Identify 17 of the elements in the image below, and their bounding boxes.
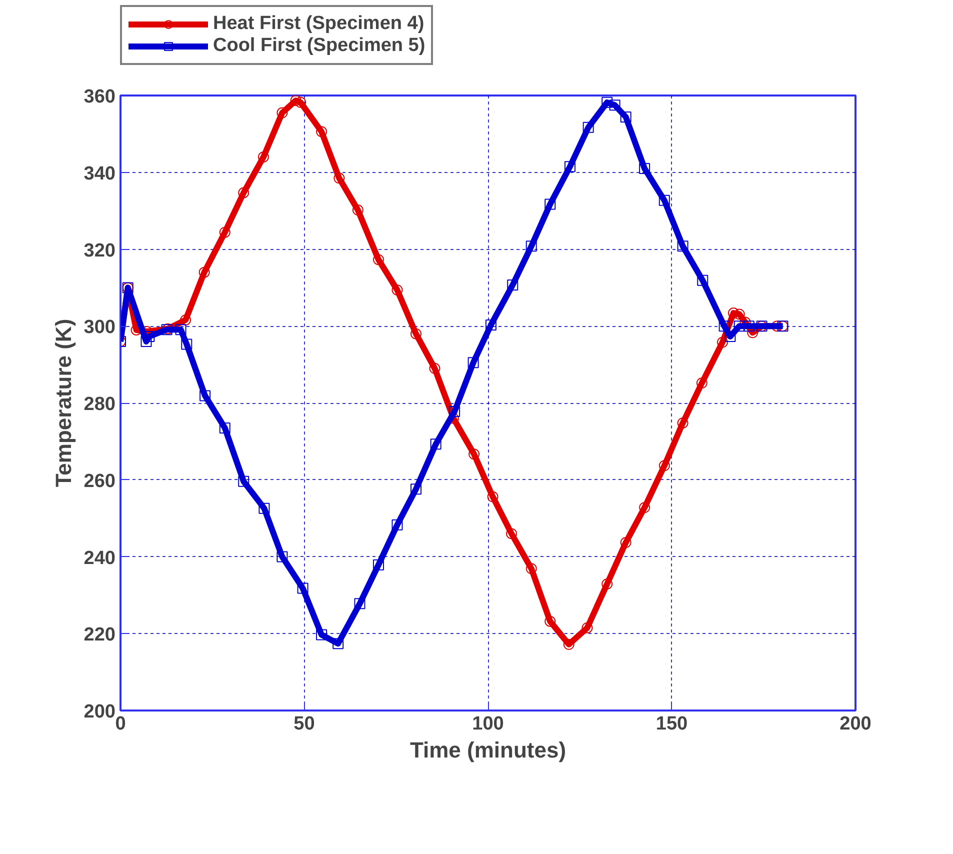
y-tick-label: 340 xyxy=(84,163,116,184)
legend-label: Cool First (Specimen 5) xyxy=(213,35,426,57)
x-tick-label: 0 xyxy=(115,714,126,734)
y-tick-label: 220 xyxy=(84,624,116,646)
x-tick-label: 50 xyxy=(294,714,315,734)
y-axis-title: Temperature (K) xyxy=(50,318,76,488)
y-tick-label: 360 xyxy=(84,86,116,108)
x-tick-label: 100 xyxy=(472,714,504,734)
x-tick-label: 150 xyxy=(656,714,688,734)
y-tick-label: 320 xyxy=(84,240,116,262)
y-tick-label: 260 xyxy=(84,470,116,492)
legend-label: Heat First (Specimen 4) xyxy=(213,13,424,35)
y-tick-label: 300 xyxy=(84,317,116,338)
x-axis-title: Time (minutes) xyxy=(410,738,566,762)
x-tick-label: 200 xyxy=(840,714,872,734)
y-tick-label: 280 xyxy=(84,394,116,415)
y-tick-label: 240 xyxy=(84,548,116,569)
